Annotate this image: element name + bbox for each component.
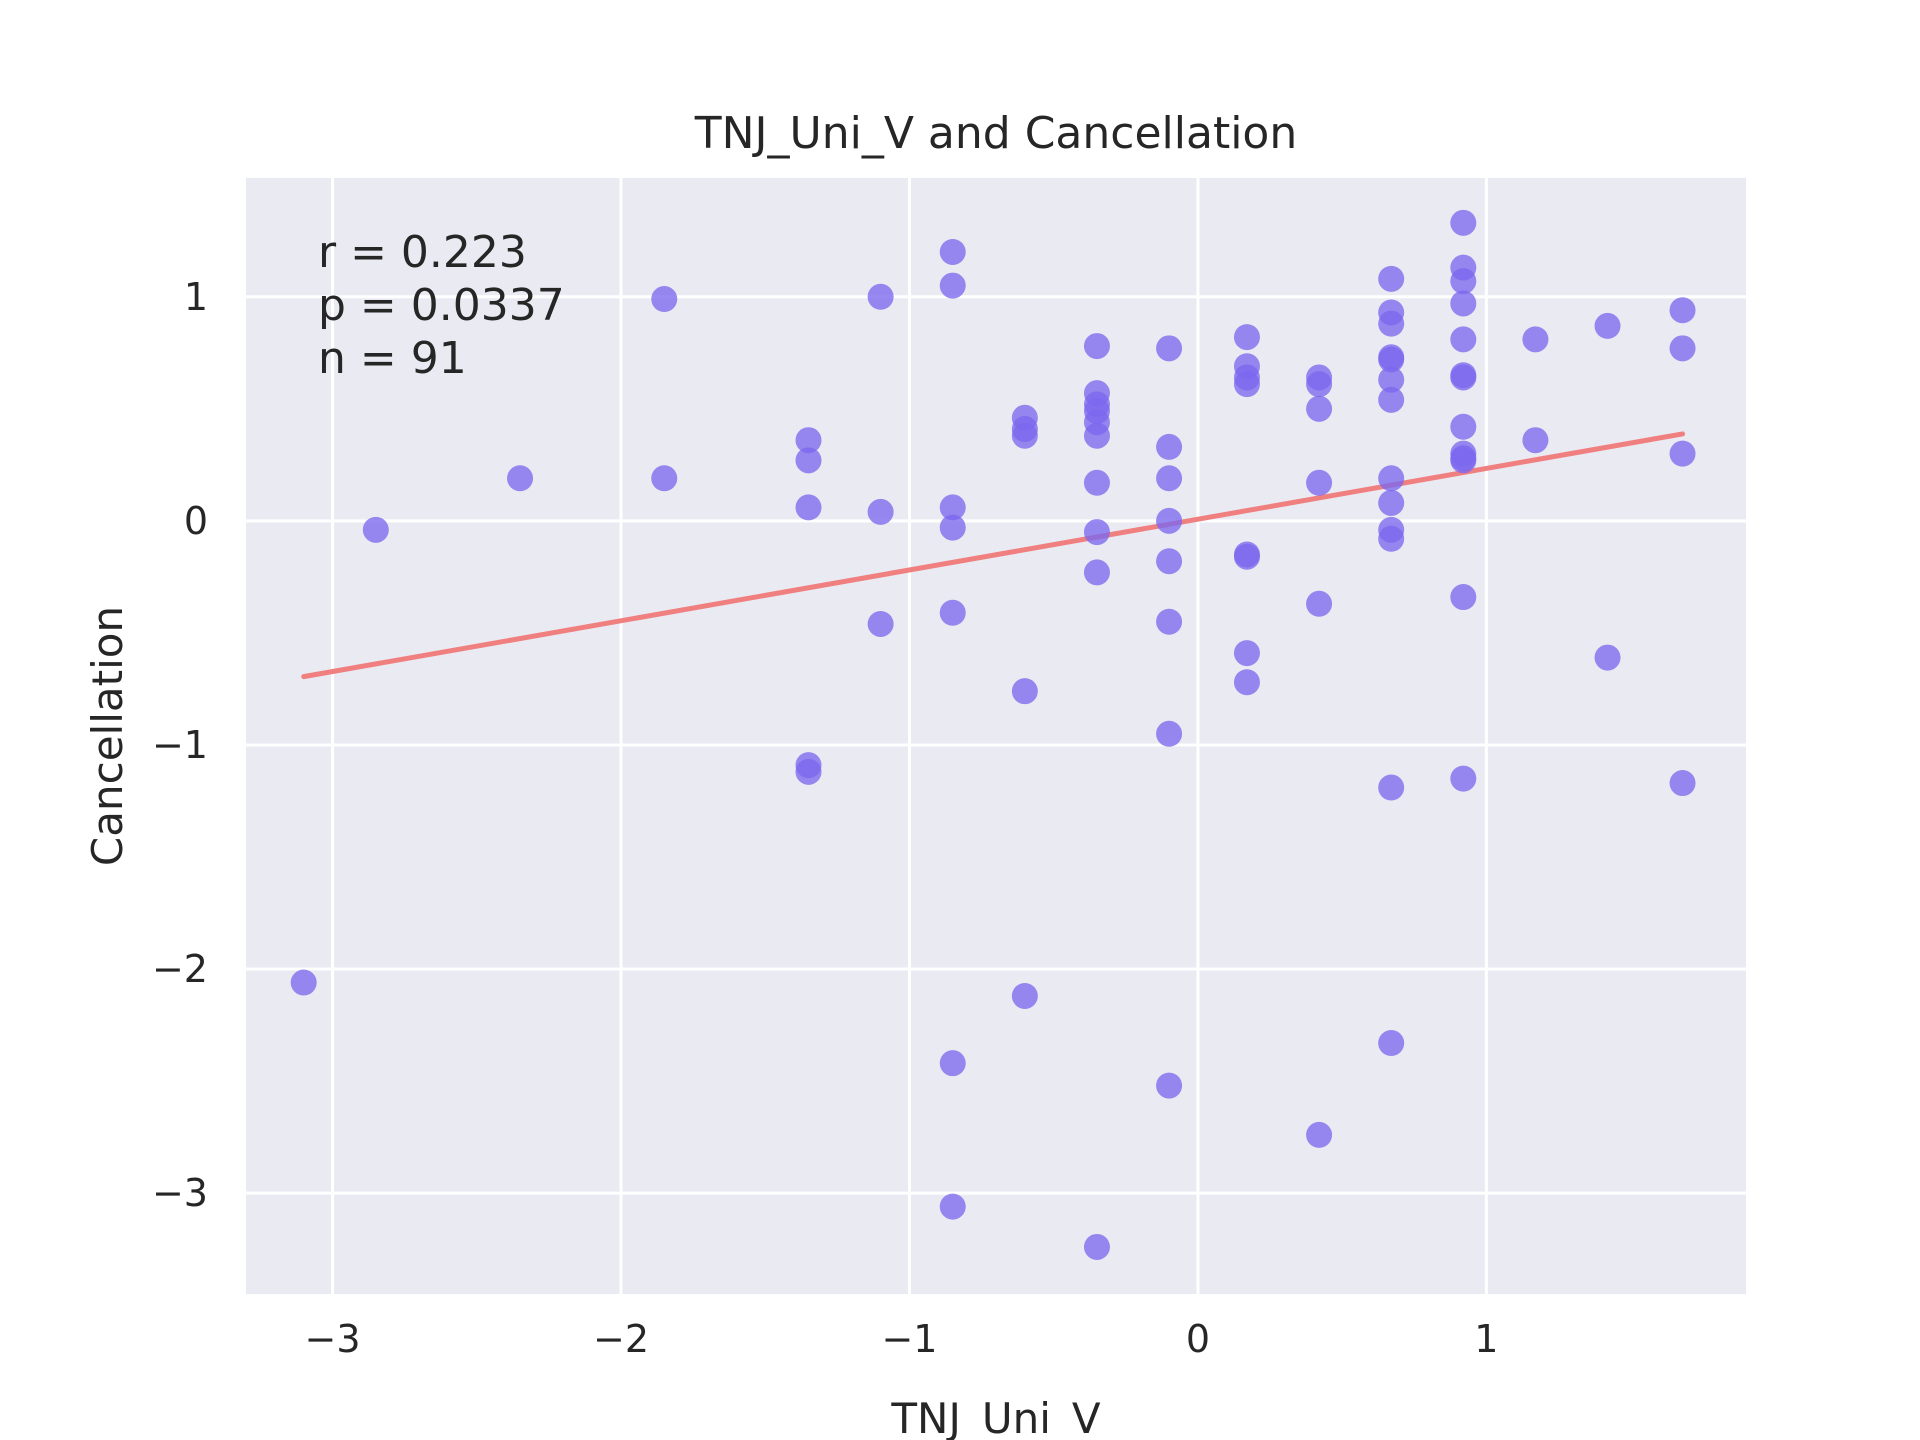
data-point — [1306, 590, 1333, 617]
data-point — [1450, 364, 1477, 391]
x-tick-label: 0 — [1186, 1317, 1210, 1361]
x-tick-label: −2 — [593, 1317, 649, 1361]
y-tick-label: −1 — [152, 723, 208, 767]
data-point — [1233, 669, 1260, 696]
data-point — [1083, 469, 1110, 496]
data-point — [1306, 395, 1333, 422]
data-point — [1378, 386, 1405, 413]
data-point — [939, 599, 966, 626]
data-point — [867, 283, 894, 310]
data-point — [1522, 326, 1549, 353]
data-point — [795, 447, 822, 474]
data-point — [1450, 584, 1477, 611]
data-point — [1378, 774, 1405, 801]
data-point — [795, 427, 822, 454]
data-point — [1083, 1233, 1110, 1260]
data-point — [1233, 324, 1260, 351]
data-point — [795, 494, 822, 521]
data-point — [939, 494, 966, 521]
data-point — [1011, 422, 1038, 449]
data-point — [939, 1193, 966, 1220]
data-point — [1378, 346, 1405, 373]
data-point — [939, 238, 966, 265]
data-point — [1378, 310, 1405, 337]
y-tick-labels: −3 −2 −1 0 1 — [152, 275, 208, 1215]
data-point — [1450, 447, 1477, 474]
data-point — [1083, 519, 1110, 546]
x-tick-label: 1 — [1474, 1317, 1498, 1361]
data-point — [867, 610, 894, 637]
x-axis-label: TNJ_Uni_V — [890, 1394, 1100, 1440]
data-point — [1522, 427, 1549, 454]
data-point — [939, 514, 966, 541]
data-point — [1156, 507, 1183, 534]
regression-line — [301, 431, 1686, 680]
data-point — [1011, 678, 1038, 705]
data-point — [1156, 465, 1183, 492]
annotation-n: n = 91 — [318, 333, 467, 384]
data-point — [507, 465, 534, 492]
data-point — [939, 1050, 966, 1077]
y-tick-label: −3 — [152, 1171, 208, 1215]
data-point — [1156, 608, 1183, 635]
data-point — [1669, 440, 1696, 467]
data-point — [1233, 543, 1260, 570]
data-point — [1306, 371, 1333, 398]
data-point — [1156, 1072, 1183, 1099]
data-point — [1378, 465, 1405, 492]
data-point — [1233, 371, 1260, 398]
data-point — [1011, 982, 1038, 1009]
data-point — [1378, 525, 1405, 552]
data-point — [1306, 1121, 1333, 1148]
data-point — [1378, 366, 1405, 393]
data-point — [1450, 290, 1477, 317]
data-point — [1306, 469, 1333, 496]
data-point — [867, 498, 894, 525]
data-point — [1233, 640, 1260, 667]
y-axis-label: Cancellation — [83, 606, 132, 866]
x-tick-labels: −3 −2 −1 0 1 — [305, 1317, 1499, 1361]
data-point — [1378, 489, 1405, 516]
data-point — [290, 969, 317, 996]
annotation-r: r = 0.223 — [318, 227, 527, 278]
data-point — [1450, 209, 1477, 236]
data-point — [1156, 548, 1183, 575]
data-point — [1156, 720, 1183, 747]
y-tick-label: −2 — [152, 947, 208, 991]
data-point — [1669, 335, 1696, 362]
annotation-p: p = 0.0337 — [318, 280, 565, 331]
x-tick-label: −1 — [881, 1317, 937, 1361]
points-group — [290, 209, 1696, 1260]
data-point — [1594, 644, 1621, 671]
data-point — [1378, 1030, 1405, 1057]
data-point — [1083, 559, 1110, 586]
data-point — [1083, 422, 1110, 449]
data-point — [1156, 433, 1183, 460]
y-tick-label: 0 — [184, 499, 208, 543]
data-point — [1594, 312, 1621, 339]
x-tick-label: −3 — [305, 1317, 361, 1361]
data-point — [795, 758, 822, 785]
data-point — [1083, 333, 1110, 360]
y-tick-label: 1 — [184, 275, 208, 319]
grid — [246, 178, 1746, 1294]
fit-line-group — [301, 431, 1686, 680]
data-point — [1450, 326, 1477, 353]
data-point — [1450, 268, 1477, 295]
data-point — [651, 465, 678, 492]
plot-area — [246, 178, 1746, 1294]
data-point — [1669, 770, 1696, 797]
data-point — [1450, 765, 1477, 792]
data-point — [1378, 265, 1405, 292]
data-point — [1669, 297, 1696, 324]
data-point — [651, 286, 678, 313]
data-point — [362, 516, 389, 543]
data-point — [1450, 413, 1477, 440]
data-point — [1156, 335, 1183, 362]
chart-title: TNJ_Uni_V and Cancellation — [694, 108, 1297, 159]
data-point — [939, 272, 966, 299]
